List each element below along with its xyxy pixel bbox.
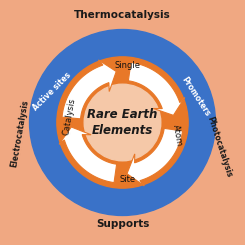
Text: Supports: Supports (96, 219, 149, 229)
Polygon shape (62, 60, 116, 119)
Text: Active sites: Active sites (31, 70, 73, 112)
Text: Site: Site (120, 175, 136, 184)
Text: Elements: Elements (92, 124, 153, 137)
Text: Atom: Atom (172, 124, 184, 147)
Circle shape (4, 4, 241, 241)
Text: Thermocatalysis: Thermocatalysis (74, 10, 171, 20)
Circle shape (30, 30, 215, 215)
Text: Electrocatalysis: Electrocatalysis (10, 99, 31, 168)
Circle shape (84, 84, 161, 161)
Circle shape (57, 57, 188, 188)
Text: Catalysis: Catalysis (62, 98, 77, 136)
Text: Single: Single (115, 61, 141, 70)
Text: Photocatalysis: Photocatalysis (205, 115, 233, 178)
Text: Promoters: Promoters (179, 75, 211, 118)
Polygon shape (127, 128, 183, 186)
Text: Rare Earth: Rare Earth (87, 108, 158, 121)
Polygon shape (59, 127, 117, 183)
Polygon shape (128, 62, 185, 115)
